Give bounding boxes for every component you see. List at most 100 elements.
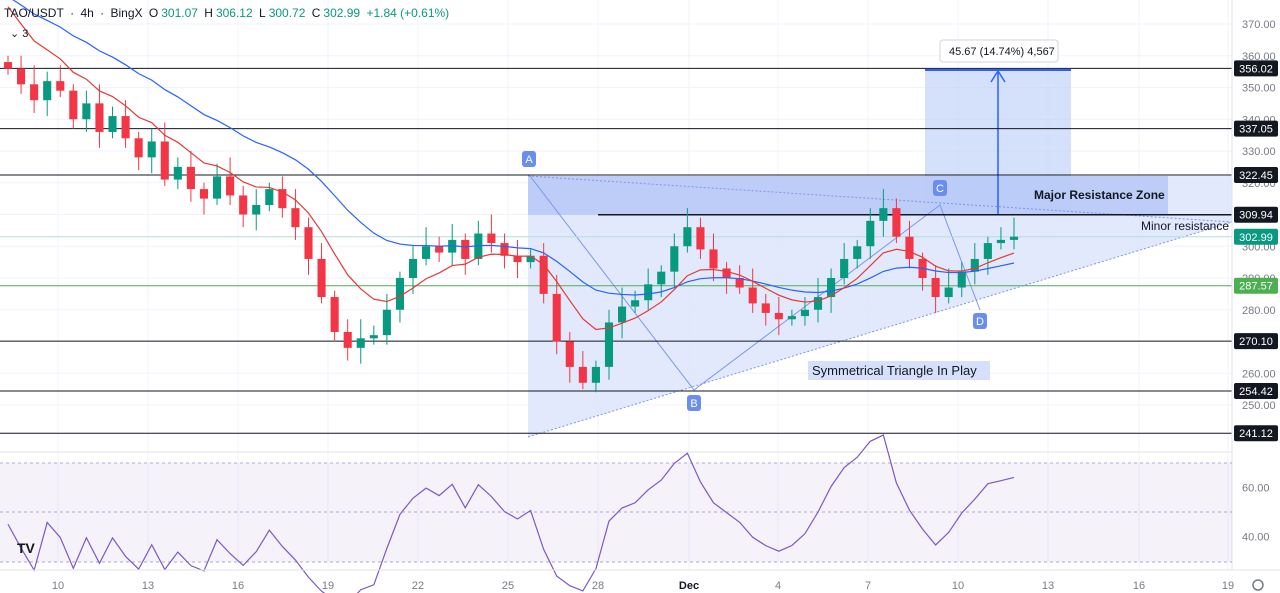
- candle-body: [1009, 236, 1019, 240]
- x-tick-label: 19: [322, 580, 334, 592]
- high-value: 306.12: [215, 6, 253, 20]
- x-tick-label: 10: [952, 580, 964, 592]
- candle-body: [356, 338, 365, 348]
- interval-label[interactable]: 4h: [80, 6, 94, 20]
- x-tick-label: Dec: [679, 580, 699, 592]
- candle-body: [748, 287, 757, 304]
- price-level-badge: [1234, 120, 1278, 137]
- point-marker-d: [973, 313, 987, 329]
- candle-body: [631, 300, 640, 307]
- indicator-count: 3: [22, 28, 29, 40]
- tradingview-logo: TV: [17, 540, 36, 556]
- price-level-badge: [1234, 60, 1278, 77]
- low-value: 300.72: [268, 6, 306, 20]
- ma-slow-line: [12, 0, 1015, 296]
- candle-body: [186, 166, 195, 190]
- y-tick-label: 250.00: [1242, 400, 1276, 412]
- price-level-label: 270.10: [1239, 336, 1273, 348]
- candle-body: [17, 68, 26, 85]
- x-tick-label: 22: [412, 580, 424, 592]
- candles: [3, 55, 1019, 393]
- symbol-label[interactable]: TAO/USDT: [4, 6, 64, 20]
- candle-body: [722, 268, 731, 278]
- price-level-label: 337.05: [1239, 124, 1273, 136]
- x-tick-label: 4: [775, 580, 781, 592]
- candle-body: [199, 189, 209, 199]
- candle-body: [330, 297, 339, 332]
- rsi-tick-label: 40.00: [1242, 532, 1270, 544]
- candle-body: [578, 366, 587, 383]
- point-label: C: [936, 183, 944, 195]
- point-label: A: [525, 154, 533, 166]
- point-marker-c: [933, 180, 947, 196]
- price-level-badge: [1234, 277, 1278, 294]
- candle-body: [487, 233, 496, 244]
- candle-body: [866, 220, 875, 247]
- candle-body: [644, 284, 653, 301]
- open-value: 301.07: [161, 6, 198, 20]
- candle-body: [317, 258, 326, 298]
- candle-body: [69, 90, 78, 120]
- candle-body: [408, 258, 418, 278]
- candle-body: [343, 331, 352, 348]
- triangle-label-bg: [808, 361, 990, 380]
- candle-body: [3, 62, 13, 69]
- candle-body: [670, 246, 679, 272]
- candle-body: [435, 246, 444, 253]
- candle-body: [591, 366, 600, 383]
- price-level-label: 356.02: [1239, 63, 1273, 75]
- close-value: 302.99: [323, 6, 361, 20]
- price-level-badge: [1234, 166, 1278, 183]
- triangle-label: Symmetrical Triangle In Play: [812, 363, 977, 378]
- candle-body: [618, 306, 627, 323]
- point-label: D: [976, 316, 984, 328]
- candle-body: [827, 278, 836, 298]
- gear-icon[interactable]: [1252, 579, 1264, 591]
- candle-body: [239, 195, 248, 215]
- price-level-label: 302.99: [1239, 232, 1273, 244]
- candle-body: [957, 271, 966, 288]
- candle-body: [944, 287, 953, 298]
- candle-body: [604, 322, 614, 367]
- candle-body: [461, 239, 470, 259]
- low-key: L: [259, 6, 266, 20]
- x-tick-label: 7: [865, 580, 871, 592]
- candle-body: [56, 81, 65, 91]
- price-level-label: 254.42: [1239, 386, 1273, 398]
- rsi-tick-label: 60.00: [1242, 483, 1270, 495]
- x-tick-label: 13: [142, 580, 154, 592]
- rsi-band: [0, 463, 1232, 562]
- candle-body: [513, 255, 522, 263]
- point-label: B: [690, 398, 697, 410]
- candle-body: [474, 233, 483, 259]
- candle-body: [996, 239, 1005, 244]
- candle-body: [931, 278, 940, 298]
- y-tick-label: 350.00: [1242, 83, 1276, 95]
- candle-body: [134, 138, 143, 158]
- candle-body: [160, 141, 169, 180]
- candle-body: [813, 297, 823, 310]
- candle-body: [43, 81, 52, 101]
- candle-body: [983, 243, 992, 259]
- price-level-label: 322.45: [1239, 170, 1273, 182]
- indicators-toggle[interactable]: ⌄ 3: [10, 28, 29, 40]
- candle-body: [500, 243, 509, 256]
- candle-body: [735, 278, 744, 288]
- x-tick-label: 13: [1042, 580, 1054, 592]
- price-level-badge: [1234, 228, 1278, 245]
- candle-body: [369, 335, 378, 339]
- candle-body: [252, 204, 261, 215]
- candle-body: [539, 255, 548, 294]
- y-tick-label: 370.00: [1242, 19, 1276, 31]
- candle-body: [552, 293, 561, 342]
- price-level-label: 309.94: [1239, 210, 1273, 222]
- candle-body: [853, 246, 862, 259]
- x-tick-label: 28: [592, 580, 604, 592]
- candle-body: [565, 341, 574, 367]
- y-tick-label: 280.00: [1242, 305, 1276, 317]
- price-level-badge: [1234, 206, 1278, 223]
- candle-body: [761, 303, 770, 313]
- candle-body: [892, 208, 901, 237]
